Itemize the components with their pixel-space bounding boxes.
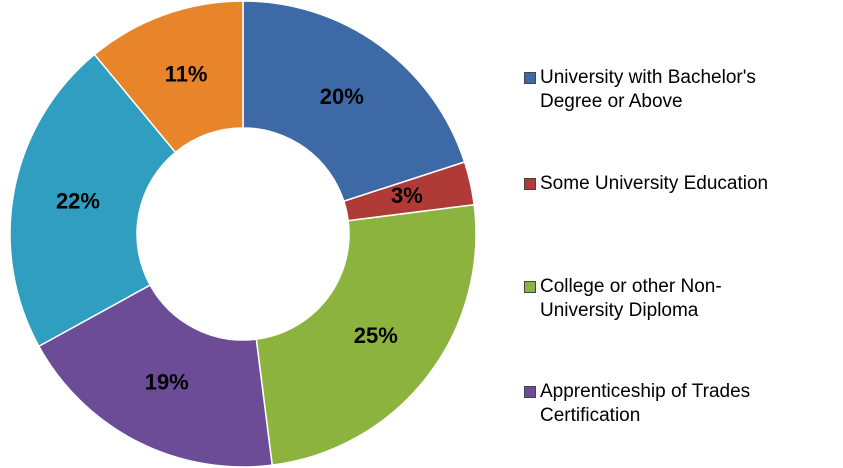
legend-label: Apprenticeship of Trades Certification (540, 381, 751, 426)
donut-segment (93, 0, 244, 154)
legend-label: University with Bachelor's Degree or Abo… (540, 67, 756, 112)
legend-label: Some University Education (540, 173, 769, 194)
donut-segment (255, 203, 477, 467)
legend-item: College or other Non-University Diploma (524, 275, 824, 323)
chart: 20% 3% 25% 19% 22% 11% (9, 0, 477, 468)
donut-segment (37, 284, 274, 468)
legend-item: Apprenticeship of Trades Certification (524, 380, 824, 428)
data-label: 3% (391, 183, 423, 208)
legend-swatch (524, 72, 536, 84)
donut-segment (242, 0, 466, 203)
legend-swatch (524, 178, 536, 190)
data-label: 19% (145, 370, 189, 395)
data-label: 22% (56, 188, 100, 213)
legend-label: College or other Non-University Diploma (540, 276, 722, 321)
data-label: 25% (354, 323, 398, 348)
legend-item: University with Bachelor's Degree or Abo… (524, 66, 824, 114)
donut-segment (9, 53, 177, 348)
legend-item: Some University Education (524, 172, 824, 196)
data-label: 11% (165, 62, 208, 87)
legend-swatch (524, 386, 536, 398)
data-label: 20% (320, 84, 364, 109)
legend-swatch (524, 281, 536, 293)
